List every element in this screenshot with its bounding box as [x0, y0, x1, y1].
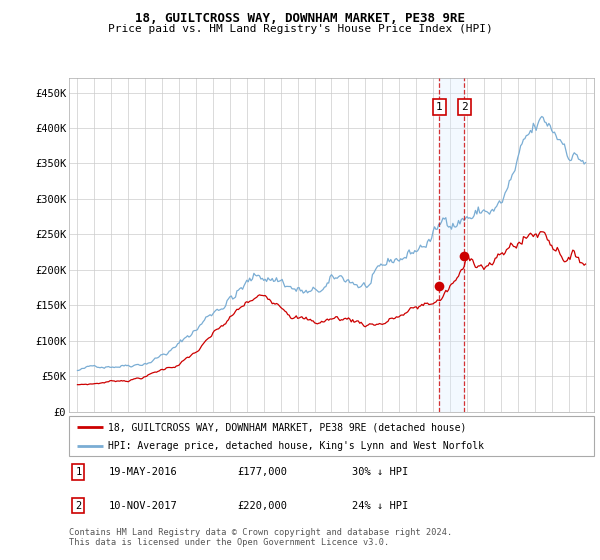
Text: Price paid vs. HM Land Registry's House Price Index (HPI): Price paid vs. HM Land Registry's House …	[107, 24, 493, 34]
Text: 30% ↓ HPI: 30% ↓ HPI	[353, 467, 409, 477]
Text: 18, GUILTCROSS WAY, DOWNHAM MARKET, PE38 9RE: 18, GUILTCROSS WAY, DOWNHAM MARKET, PE38…	[135, 12, 465, 25]
Text: 1: 1	[436, 102, 443, 112]
Text: Contains HM Land Registry data © Crown copyright and database right 2024.
This d: Contains HM Land Registry data © Crown c…	[69, 528, 452, 547]
Text: £220,000: £220,000	[237, 501, 287, 511]
Text: 24% ↓ HPI: 24% ↓ HPI	[353, 501, 409, 511]
Text: £177,000: £177,000	[237, 467, 287, 477]
Text: HPI: Average price, detached house, King's Lynn and West Norfolk: HPI: Average price, detached house, King…	[109, 441, 484, 451]
Text: 19-MAY-2016: 19-MAY-2016	[109, 467, 177, 477]
FancyBboxPatch shape	[69, 416, 594, 456]
Text: 10-NOV-2017: 10-NOV-2017	[109, 501, 177, 511]
Text: 2: 2	[76, 501, 82, 511]
Text: 1: 1	[76, 467, 82, 477]
Text: 18, GUILTCROSS WAY, DOWNHAM MARKET, PE38 9RE (detached house): 18, GUILTCROSS WAY, DOWNHAM MARKET, PE38…	[109, 422, 467, 432]
Bar	[439, 78, 464, 412]
Text: 2: 2	[461, 102, 468, 112]
